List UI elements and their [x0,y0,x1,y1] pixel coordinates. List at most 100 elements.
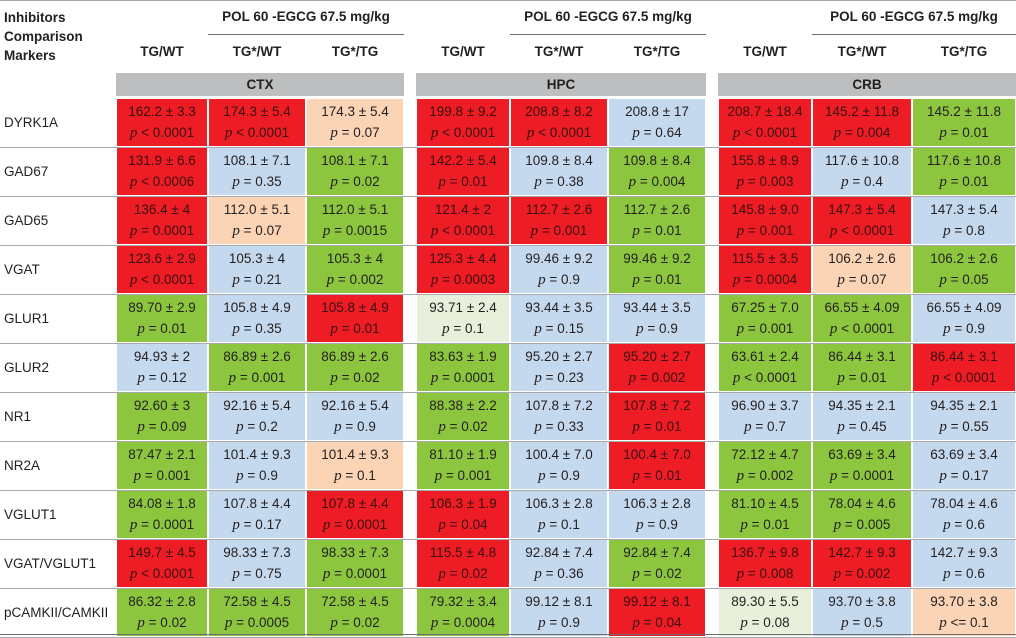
p-symbol: p [236,419,244,435]
table-cell: 199.8 ± 9.2 p < 0.0001 [417,99,509,146]
table-cell: 63.61 ± 2.4 p < 0.0001 [719,344,811,391]
p-value-text: = 0.6 [954,566,985,581]
table-cell: 121.4 ± 2 p < 0.0001 [417,197,509,244]
table-cell: 66.55 ± 4.09 p < 0.0001 [813,295,911,342]
p-symbol: p [939,615,947,631]
cell-value: 106.3 ± 2.8 [623,496,691,511]
p-value-text: = 0.02 [341,615,380,630]
p-symbol: p [632,566,640,582]
table-cell: 95.20 ± 2.7 p = 0.002 [609,344,705,391]
cell-value: 89.70 ± 2.9 [128,300,196,315]
p-value-text: = 0.9 [549,468,580,483]
cell-value: 93.44 ± 3.5 [525,300,593,315]
table-cell: 208.7 ± 18.4 p < 0.0001 [719,99,811,146]
table-cell: 78.04 ± 4.6 p = 0.6 [913,491,1015,538]
p-value-text: = 0.0001 [141,223,195,238]
table-cell: 106.3 ± 2.8 p = 0.9 [609,491,705,538]
cell-value: 147.3 ± 5.4 [930,202,998,217]
table-cell: 99.46 ± 9.2 p = 0.01 [609,246,705,293]
cell-p-value: p = 0.0001 [117,223,207,239]
cell-value: 125.3 ± 4.4 [429,251,497,266]
p-symbol: p [636,321,644,337]
cell-value: 107.8 ± 4.4 [321,496,389,511]
p-value-text: = 0.004 [844,125,891,140]
table-cell: 63.69 ± 3.4 p = 0.0001 [813,442,911,489]
p-value-text: < 0.0006 [141,174,195,189]
p-value-text: < 0.0001 [141,272,195,287]
cell-p-value: p = 0.0001 [813,468,911,484]
table-cell: 117.6 ± 10.8 p = 0.4 [813,148,911,195]
cell-value: 136.7 ± 9.8 [731,545,799,560]
p-value-text: = 0.01 [848,370,887,385]
p-symbol: p [931,370,940,386]
table-cell: 79.32 ± 3.4 p = 0.0004 [417,589,509,636]
cell-value: 101.4 ± 9.3 [321,447,389,462]
cell-p-value: p = 0.6 [913,566,1015,582]
row-label: VGLUT1 [4,507,57,522]
cell-value: 199.8 ± 9.2 [429,104,497,119]
p-symbol: p [943,517,951,533]
p-symbol: p [534,174,542,190]
cell-p-value: p = 0.01 [719,517,811,533]
cell-value: 112.7 ± 2.6 [525,202,593,217]
cell-p-value: p = 0.01 [307,321,403,337]
p-value-text: = 0.02 [148,615,187,630]
cell-value: 174.3 ± 5.4 [223,104,291,119]
table-cell: 86.89 ± 2.6 p = 0.02 [307,344,403,391]
table-cell: 106.2 ± 2.6 p = 0.07 [813,246,911,293]
row-label: GAD67 [4,164,49,179]
cell-p-value: p = 0.0003 [417,272,509,288]
p-symbol: p [137,419,145,435]
col-header-hpc-tgstar-tg: TG*/TG [633,44,681,59]
cell-p-value: p = 0.1 [307,468,403,484]
cell-value: 162.2 ± 3.3 [128,104,196,119]
p-symbol: p [430,370,439,386]
p-value-text: = 0.09 [148,419,187,434]
table-cell: 208.8 ± 8.2 p < 0.0001 [511,99,607,146]
table-cell: 92.60 ± 3 p = 0.09 [117,393,207,440]
p-symbol: p [326,272,335,288]
cell-p-value: p <= 0.1 [913,615,1015,631]
p-value-text: = 0.004 [639,174,686,189]
row-divider [0,539,1016,540]
p-symbol: p [137,615,145,631]
p-symbol: p [137,321,145,337]
cell-value: 149.7 ± 4.5 [128,545,196,560]
p-symbol: p [232,223,240,239]
p-symbol: p [232,517,240,533]
p-symbol: p [736,468,745,484]
p-symbol: p [330,125,338,141]
p-value-text: = 0.33 [545,419,584,434]
cell-p-value: p = 0.003 [719,174,811,190]
cell-value: 63.69 ± 3.4 [828,447,896,462]
table-cell: 112.7 ± 2.6 p = 0.01 [609,197,705,244]
p-symbol: p [334,419,342,435]
cell-value: 131.9 ± 6.6 [128,153,196,168]
table-cell: 105.8 ± 4.9 p = 0.35 [209,295,305,342]
p-symbol: p [841,174,849,190]
p-value-text: = 0.07 [341,125,380,140]
p-symbol: p [628,174,637,190]
table-cell: 100.4 ± 7.0 p = 0.9 [511,442,607,489]
p-symbol: p [833,566,842,582]
cell-p-value: p = 0.002 [609,370,705,386]
p-value-text: = 0.005 [844,517,891,532]
cell-value: 123.6 ± 2.9 [128,251,196,266]
table-cell: 106.2 ± 2.6 p = 0.05 [913,246,1015,293]
cell-p-value: p = 0.09 [117,419,207,435]
p-symbol: p [939,468,947,484]
p-symbol: p [129,174,138,190]
cell-p-value: p = 0.002 [719,468,811,484]
p-symbol: p [833,517,842,533]
cell-value: 109.8 ± 8.4 [525,153,593,168]
p-value-text: = 0.9 [647,321,678,336]
p-value-text: = 0.008 [747,566,794,581]
cell-p-value: p = 0.001 [417,468,509,484]
p-symbol: p [943,223,951,239]
cell-value: 108.1 ± 7.1 [321,153,389,168]
p-value-text: = 0.001 [747,223,794,238]
p-value-text: < 0.0001 [442,125,496,140]
cell-p-value: p = 0.17 [209,517,305,533]
row-divider [0,392,1016,393]
cell-p-value: p = 0.9 [609,517,705,533]
